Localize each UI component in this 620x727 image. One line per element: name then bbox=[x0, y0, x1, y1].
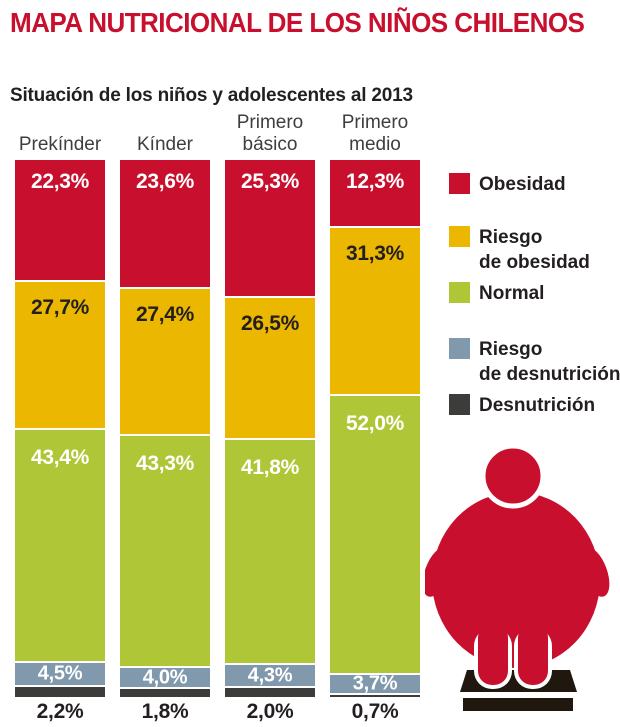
legend-label-line: de desnutrición bbox=[479, 364, 620, 385]
value-label: 31,3% bbox=[345, 242, 405, 266]
column-header-prekinder: Prekínder bbox=[8, 104, 112, 156]
legend-label-line: Obesidad bbox=[479, 174, 566, 195]
column-header-kinder: Kínder bbox=[113, 104, 217, 156]
legend-label: Riesgo de desnutrición bbox=[479, 337, 620, 387]
scale-base bbox=[463, 698, 573, 711]
segment-obesidad: 22,3% bbox=[15, 160, 105, 280]
legend-item-normal: Normal bbox=[449, 281, 544, 306]
person-right-arm bbox=[580, 547, 610, 597]
stacked-bar-primero-medio: 12,3% 31,3% 52,0% 3,7% bbox=[330, 160, 420, 697]
legend-swatch bbox=[449, 394, 470, 415]
value-label-below: 2,2% bbox=[36, 700, 84, 723]
legend-item-riesgo-de-obesidad: Riesgo de obesidad bbox=[449, 225, 590, 275]
value-label: 22,3% bbox=[30, 170, 90, 193]
legend-label: Desnutrición bbox=[479, 393, 595, 418]
segment-riesgo-de-obesidad: 27,4% bbox=[120, 286, 210, 434]
segment-normal: 43,4% bbox=[15, 428, 105, 662]
legend-label: Obesidad bbox=[479, 172, 566, 197]
column-header-line: básico bbox=[242, 134, 298, 155]
value-label: 23,6% bbox=[135, 170, 195, 193]
value-label: 4,0% bbox=[142, 666, 188, 689]
stacked-bar-kinder: 23,6% 27,4% 43,3% 4,0% bbox=[120, 160, 210, 697]
legend-label-line: Desnutrición bbox=[479, 395, 596, 416]
legend-swatch bbox=[449, 282, 470, 303]
segment-obesidad: 12,3% bbox=[330, 160, 420, 227]
column-header-line: medio bbox=[349, 134, 401, 155]
segment-desnutricion bbox=[15, 685, 105, 697]
value-label: 27,7% bbox=[30, 295, 90, 319]
value-label: 26,5% bbox=[240, 311, 300, 335]
value-label: 3,7% bbox=[352, 672, 398, 695]
segment-normal: 41,8% bbox=[225, 438, 315, 664]
value-label: 52,0% bbox=[345, 412, 405, 436]
page-title: MAPA NUTRICIONAL DE LOS NIÑOS CHILENOS bbox=[10, 7, 585, 38]
legend-item-desnutricion: Desnutrición bbox=[449, 393, 595, 418]
chart-subtitle: Situación de los niños y adolescentes al… bbox=[10, 85, 413, 106]
person-left-leg bbox=[478, 624, 508, 685]
legend-label-line: Riesgo bbox=[479, 227, 543, 248]
legend-item-obesidad: Obesidad bbox=[449, 172, 566, 197]
person-right-leg bbox=[518, 624, 548, 685]
segment-obesidad: 23,6% bbox=[120, 160, 210, 287]
legend-label-line: Riesgo bbox=[479, 339, 543, 360]
segment-riesgo-de-obesidad: 27,7% bbox=[15, 279, 105, 429]
column-header-line: Primero bbox=[236, 112, 304, 133]
value-label: 4,3% bbox=[247, 664, 293, 687]
value-label: 12,3% bbox=[345, 170, 405, 193]
value-label: 25,3% bbox=[240, 170, 300, 193]
segment-desnutricion bbox=[225, 686, 315, 697]
legend-swatch bbox=[449, 173, 470, 194]
segment-normal: 43,3% bbox=[120, 433, 210, 666]
stacked-bar-prekinder: 22,3% 27,7% 43,4% 4,5% bbox=[15, 160, 105, 697]
legend-label-line: de obesidad bbox=[479, 252, 590, 273]
column-header-primero-basico: Primero básico bbox=[218, 104, 322, 156]
person-left-arm bbox=[425, 547, 452, 597]
segment-riesgo-de-desnutricion: 3,7% bbox=[330, 672, 420, 695]
value-label: 43,4% bbox=[30, 446, 90, 470]
value-label-below: 2,0% bbox=[246, 700, 294, 723]
segment-riesgo-de-obesidad: 31,3% bbox=[330, 226, 420, 395]
value-label-below: 0,7% bbox=[351, 700, 399, 723]
value-label: 43,3% bbox=[135, 451, 195, 475]
column-header-line: Prekínder bbox=[18, 134, 102, 155]
legend-swatch bbox=[449, 338, 470, 359]
obese-person-on-scale-icon bbox=[425, 443, 610, 711]
segment-desnutricion bbox=[120, 687, 210, 697]
value-label: 4,5% bbox=[37, 662, 83, 685]
person-legs-group bbox=[474, 624, 552, 689]
segment-obesidad: 25,3% bbox=[225, 160, 315, 296]
legend-swatch bbox=[449, 226, 470, 247]
segment-normal: 52,0% bbox=[330, 394, 420, 674]
value-label-below: 1,8% bbox=[141, 700, 189, 723]
legend-label: Normal bbox=[479, 281, 544, 306]
legend-label-line: Normal bbox=[479, 283, 545, 304]
segment-riesgo-de-desnutricion: 4,0% bbox=[120, 665, 210, 689]
segment-riesgo-de-obesidad: 26,5% bbox=[225, 295, 315, 439]
legend-label: Riesgo de obesidad bbox=[479, 225, 590, 275]
segment-riesgo-de-desnutricion: 4,3% bbox=[225, 663, 315, 687]
stacked-bar-primero-basico: 25,3% 26,5% 41,8% 4,3% bbox=[225, 160, 315, 697]
person-head bbox=[480, 443, 546, 509]
segment-desnutricion bbox=[330, 693, 420, 697]
value-label: 27,4% bbox=[135, 302, 195, 326]
legend-item-riesgo-de-desnutricion: Riesgo de desnutrición bbox=[449, 337, 620, 387]
value-label: 41,8% bbox=[240, 456, 300, 480]
column-header-line: Primero bbox=[341, 112, 409, 133]
column-header-line: Kínder bbox=[137, 134, 193, 155]
segment-riesgo-de-desnutricion: 4,5% bbox=[15, 661, 105, 686]
column-header-primero-medio: Primero medio bbox=[323, 104, 427, 156]
person-body-group bbox=[425, 492, 610, 668]
